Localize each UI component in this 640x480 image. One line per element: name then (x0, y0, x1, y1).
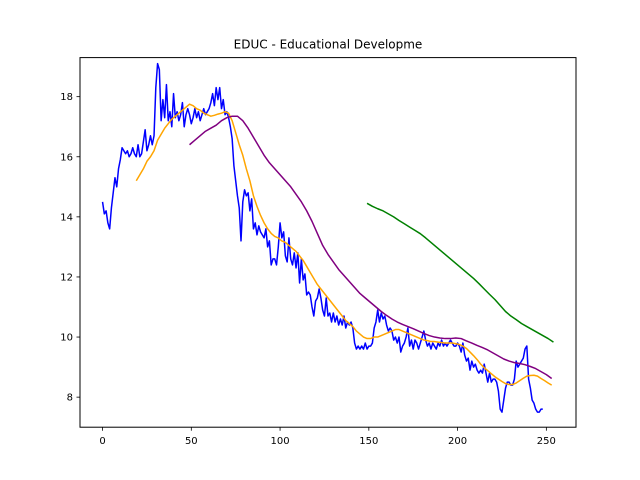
y-tick-label: 8 (67, 393, 73, 404)
x-tick-label: 50 (185, 436, 198, 447)
x-tick-label: 150 (359, 436, 378, 447)
x-tick-label: 0 (99, 436, 105, 447)
x-tick-label: 200 (448, 436, 467, 447)
chart-title: EDUC - Educational Developme (234, 38, 423, 52)
series-layer (101, 62, 554, 413)
y-tick-label: 16 (60, 152, 73, 163)
x-axis: 0 50 100 150 200 250 (99, 427, 556, 447)
y-tick-label: 14 (60, 212, 73, 223)
plot-area (79, 57, 577, 428)
y-tick-label: 10 (60, 333, 73, 344)
series-line-3 (189, 115, 553, 380)
axes-frame (79, 57, 577, 428)
series-line-4 (366, 202, 554, 343)
y-axis: 8 10 12 14 16 18 (60, 92, 80, 404)
x-tick-label: 250 (537, 436, 556, 447)
y-tick-label: 18 (60, 92, 73, 103)
y-tick-label: 12 (60, 272, 73, 283)
x-tick-label: 100 (271, 436, 290, 447)
series-line-2 (135, 103, 553, 386)
